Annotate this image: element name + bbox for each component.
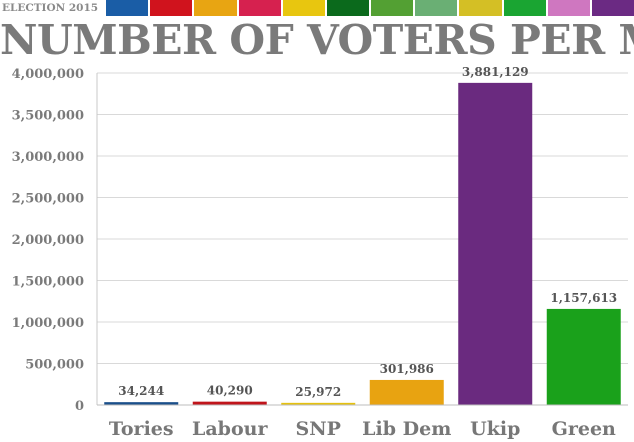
bar-snp — [281, 402, 356, 405]
party-swatch — [415, 0, 458, 16]
party-swatch — [282, 0, 325, 16]
party-swatch — [326, 0, 370, 16]
y-tick-label: 500,000 — [25, 358, 84, 373]
election-label: ELECTION 2015 — [2, 2, 99, 14]
chart-title: NUMBER OF VOTERS PER MP — [0, 16, 634, 64]
y-tick-label: 0 — [75, 399, 84, 414]
value-label: 25,972 — [295, 385, 341, 399]
value-label: 301,986 — [380, 362, 434, 376]
party-swatch — [459, 0, 502, 16]
value-label: 3,881,129 — [462, 65, 529, 79]
top-strip: ELECTION 2015 — [0, 0, 634, 16]
bar-labour — [192, 401, 267, 405]
y-tick-label: 2,500,000 — [12, 192, 84, 207]
bar-tories — [104, 402, 179, 405]
bar-green — [546, 308, 621, 405]
party-swatch — [547, 0, 590, 16]
value-label: 34,244 — [118, 384, 164, 398]
y-tick-label: 1,000,000 — [12, 316, 84, 331]
party-swatch — [150, 0, 193, 16]
y-tick-label: 1,500,000 — [12, 275, 84, 290]
x-category-label: Lib Dem — [362, 418, 451, 440]
bar-lib-dem — [369, 379, 444, 405]
x-category-label: SNP — [296, 418, 341, 440]
party-swatch — [106, 0, 149, 16]
value-label: 1,157,613 — [550, 291, 617, 305]
y-tick-label: 3,500,000 — [12, 109, 84, 124]
x-category-label: Tories — [109, 418, 174, 440]
party-swatch — [238, 0, 281, 16]
y-tick-label: 3,000,000 — [12, 150, 84, 165]
bar-ukip — [458, 82, 533, 405]
x-category-label: Labour — [192, 418, 268, 440]
party-color-swatches — [104, 0, 634, 16]
y-tick-label: 2,000,000 — [12, 233, 84, 248]
party-swatch — [194, 0, 237, 16]
party-swatch — [371, 0, 414, 16]
value-label: 40,290 — [207, 384, 253, 398]
y-tick-label: 4,000,000 — [12, 67, 84, 82]
party-swatch — [591, 0, 634, 16]
x-category-label: Green — [552, 418, 616, 440]
party-swatch — [503, 0, 546, 16]
x-category-label: Ukip — [470, 418, 520, 440]
